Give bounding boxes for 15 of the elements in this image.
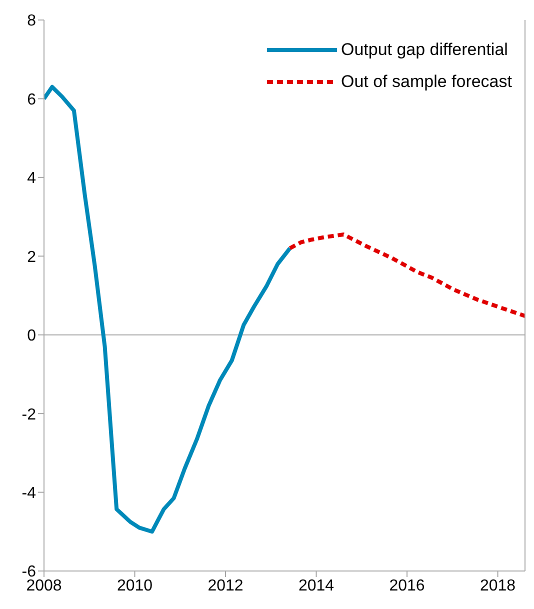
legend-label: Out of sample forecast	[340, 72, 512, 92]
x-tick-label: 2016	[389, 577, 425, 594]
legend-label: Output gap differential	[340, 40, 508, 60]
y-tick-label: 8	[27, 12, 36, 30]
x-tick-label: 2010	[116, 577, 153, 594]
x-tick-label: 2012	[208, 577, 244, 594]
y-tick-label: 4	[27, 170, 36, 188]
x-tick-label: 2014	[298, 577, 334, 594]
y-tick-label: 2	[27, 248, 36, 266]
y-tick-label: -2	[22, 406, 36, 424]
y-tick-label: 6	[27, 91, 36, 108]
x-tick-label: 2018	[480, 577, 516, 594]
y-tick-label: 0	[27, 328, 36, 345]
y-tick-label: -4	[22, 484, 36, 502]
x-tick-label: 2008	[26, 577, 62, 594]
